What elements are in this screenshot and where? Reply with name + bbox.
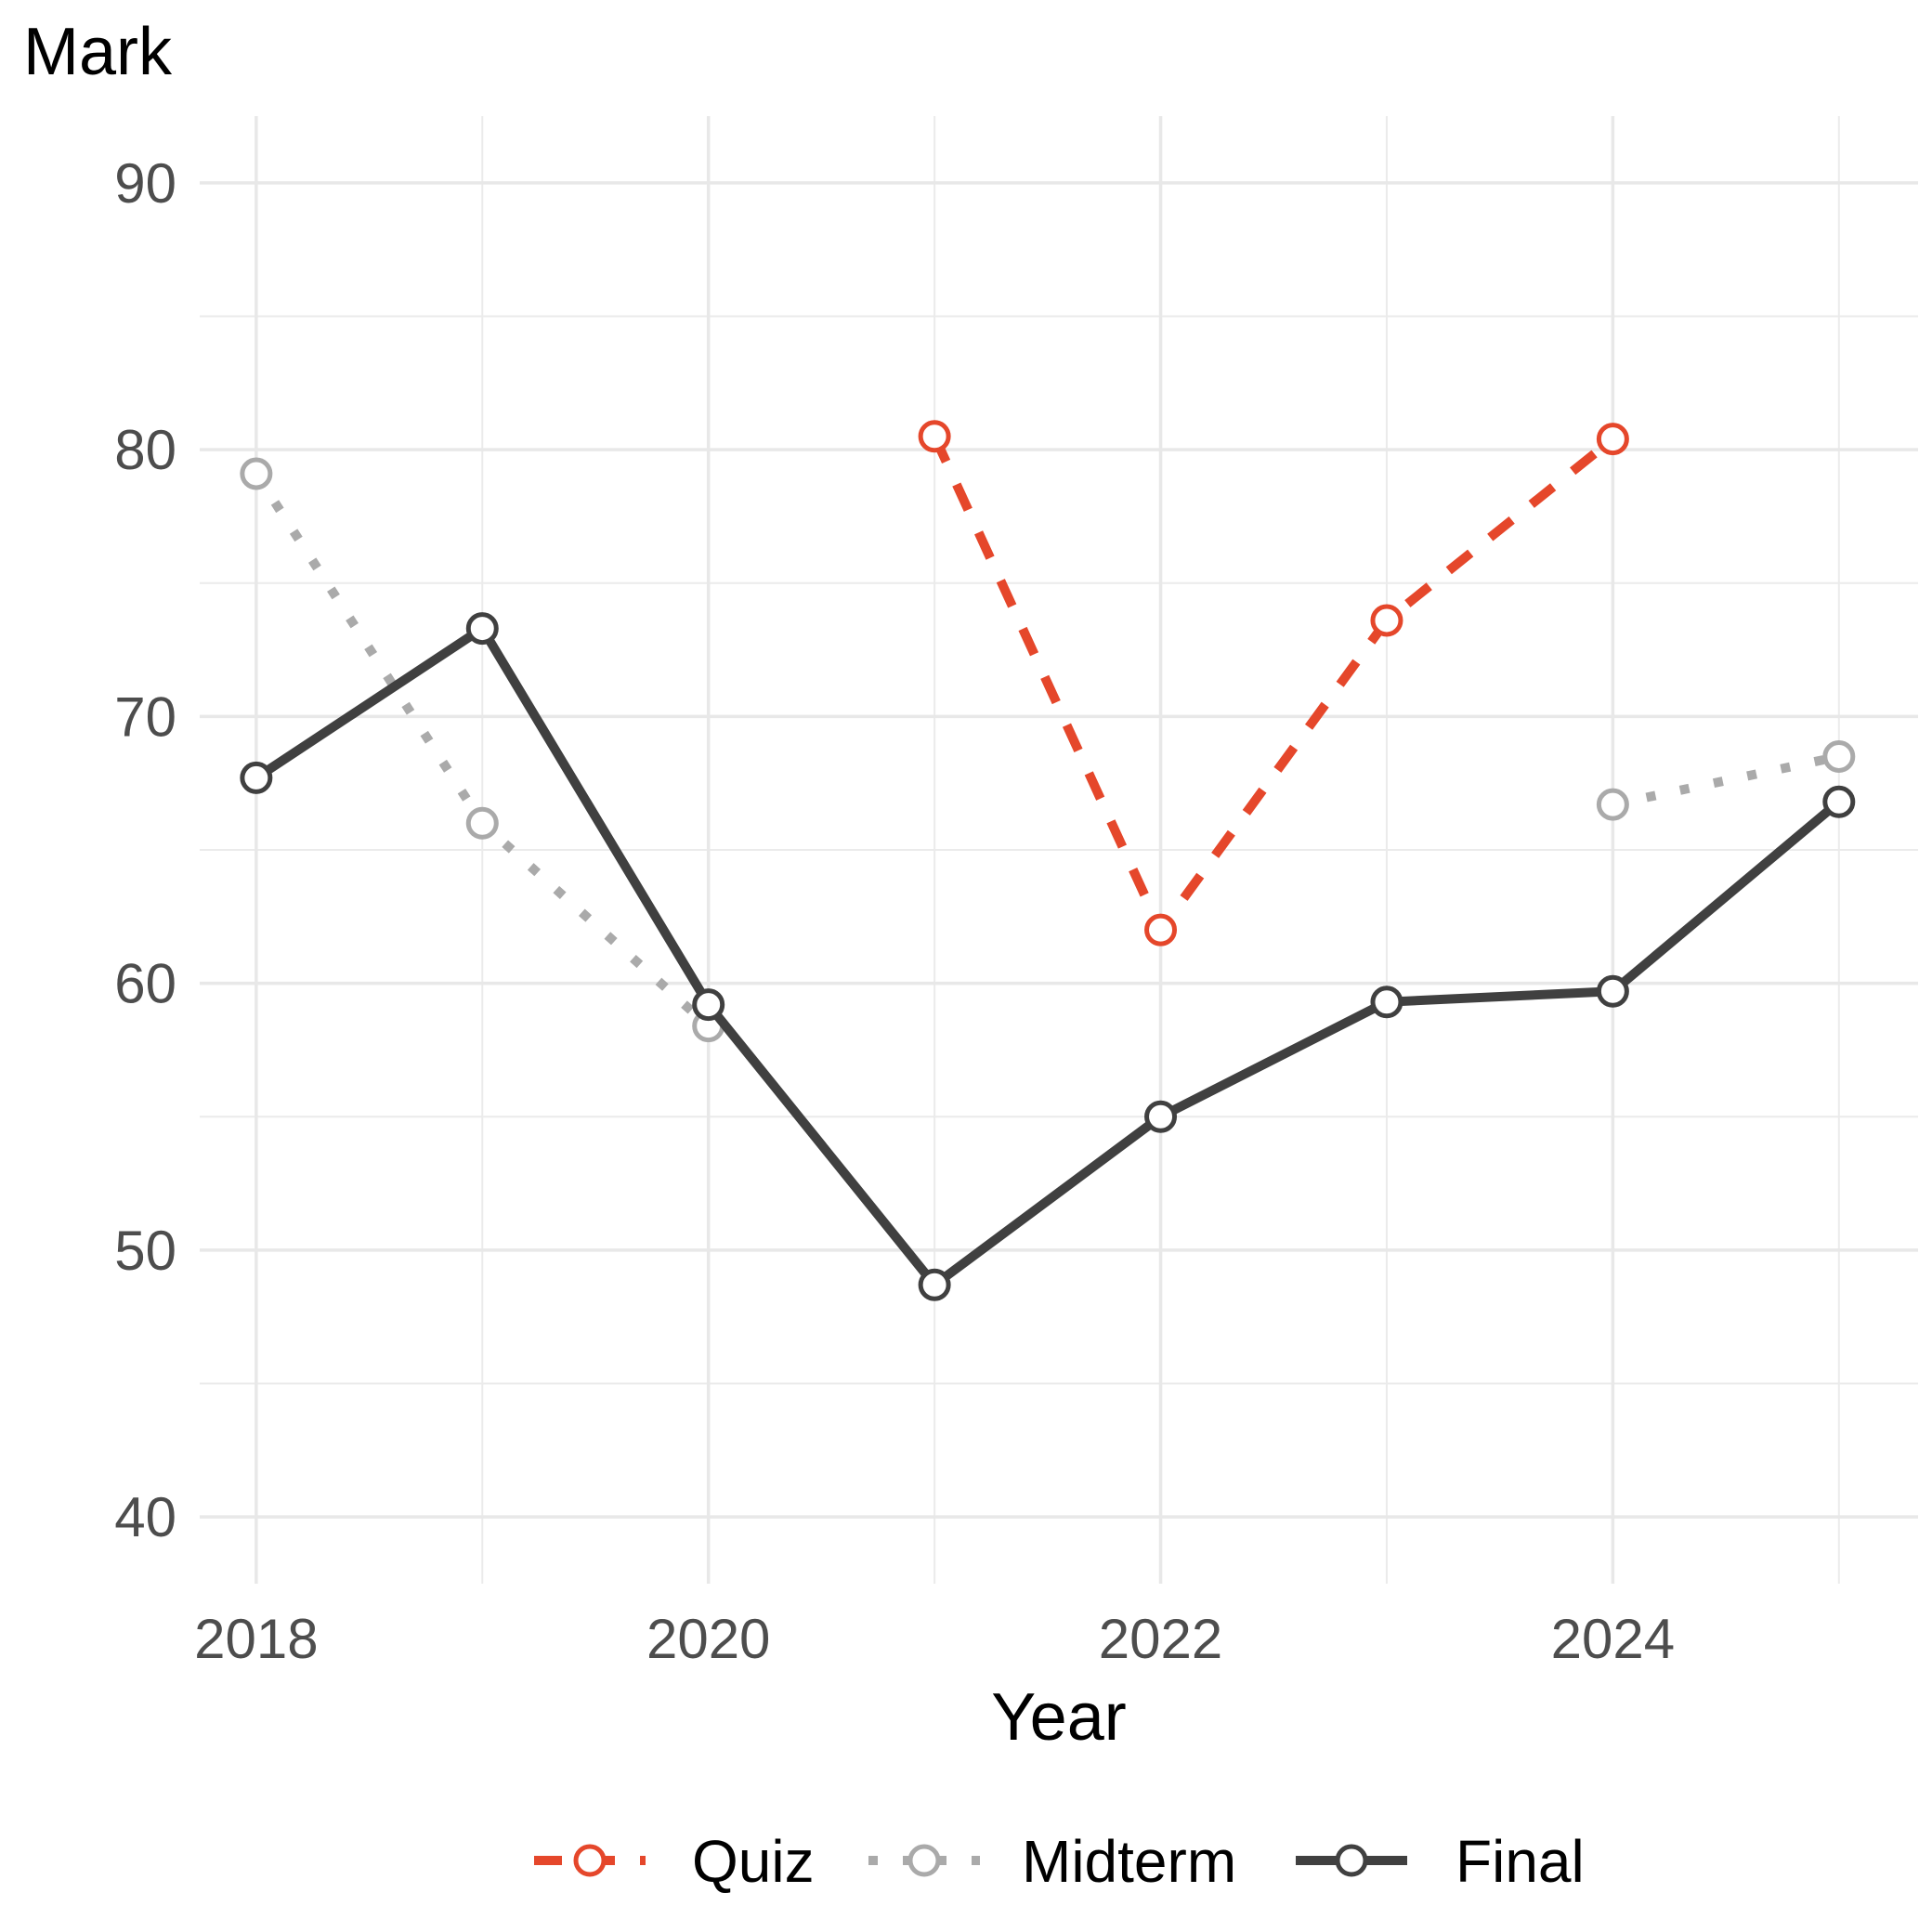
final-point <box>1144 1100 1178 1133</box>
y-tick-label: 40 <box>114 1486 176 1548</box>
final-point <box>1370 986 1403 1019</box>
quiz-line <box>930 434 1616 935</box>
major-gridlines <box>200 116 1918 1584</box>
x-tick-label: 2024 <box>1551 1608 1675 1670</box>
final-point <box>240 761 273 794</box>
legend-item-midterm: Midterm <box>868 1828 1236 1895</box>
legend-item-quiz: Quiz <box>534 1828 815 1895</box>
quiz-point <box>1370 604 1403 637</box>
final-point <box>465 612 499 646</box>
final-line <box>254 623 1843 1290</box>
x-tick-label: 2022 <box>1099 1608 1222 1670</box>
minor-gridlines <box>200 116 1918 1584</box>
quiz-point <box>1596 423 1629 456</box>
quiz-point <box>918 420 951 453</box>
final-series <box>240 612 1856 1301</box>
legend-item-final: Final <box>1296 1828 1585 1895</box>
x-tick-label: 2018 <box>194 1608 318 1670</box>
y-tick-label: 80 <box>114 419 176 481</box>
legend-label: Midterm <box>1022 1828 1236 1895</box>
y-tick-label: 50 <box>114 1220 176 1282</box>
series-layer <box>240 420 1856 1301</box>
final-point <box>692 988 725 1022</box>
legend-label: Final <box>1456 1828 1585 1895</box>
y-tick-label: 60 <box>114 953 176 1015</box>
y-axis-title: Mark <box>23 15 173 89</box>
quiz-series <box>918 420 1629 946</box>
midterm-point <box>1596 788 1629 821</box>
midterm-point <box>240 457 273 490</box>
final-point <box>1596 974 1629 1008</box>
midterm-point <box>1822 739 1856 773</box>
midterm-point <box>465 806 499 840</box>
final-point <box>1822 785 1856 818</box>
x-tick-labels: 2018 2020 2022 2024 <box>194 1608 1675 1670</box>
x-tick-label: 2020 <box>646 1608 770 1670</box>
y-tick-label: 90 <box>114 152 176 215</box>
y-tick-label: 70 <box>114 685 176 748</box>
final-point <box>918 1268 951 1301</box>
legend-key-marker <box>1335 1844 1368 1877</box>
legend-label: Quiz <box>692 1828 815 1895</box>
y-tick-labels: 40 50 60 70 80 90 <box>114 152 176 1548</box>
legend-key-marker <box>573 1844 607 1877</box>
quiz-point <box>1144 913 1178 946</box>
x-axis-title: Year <box>991 1680 1126 1755</box>
legend-key-marker <box>907 1844 941 1877</box>
midterm-line <box>1612 751 1840 810</box>
legend: Quiz Midterm Final <box>534 1828 1585 1895</box>
